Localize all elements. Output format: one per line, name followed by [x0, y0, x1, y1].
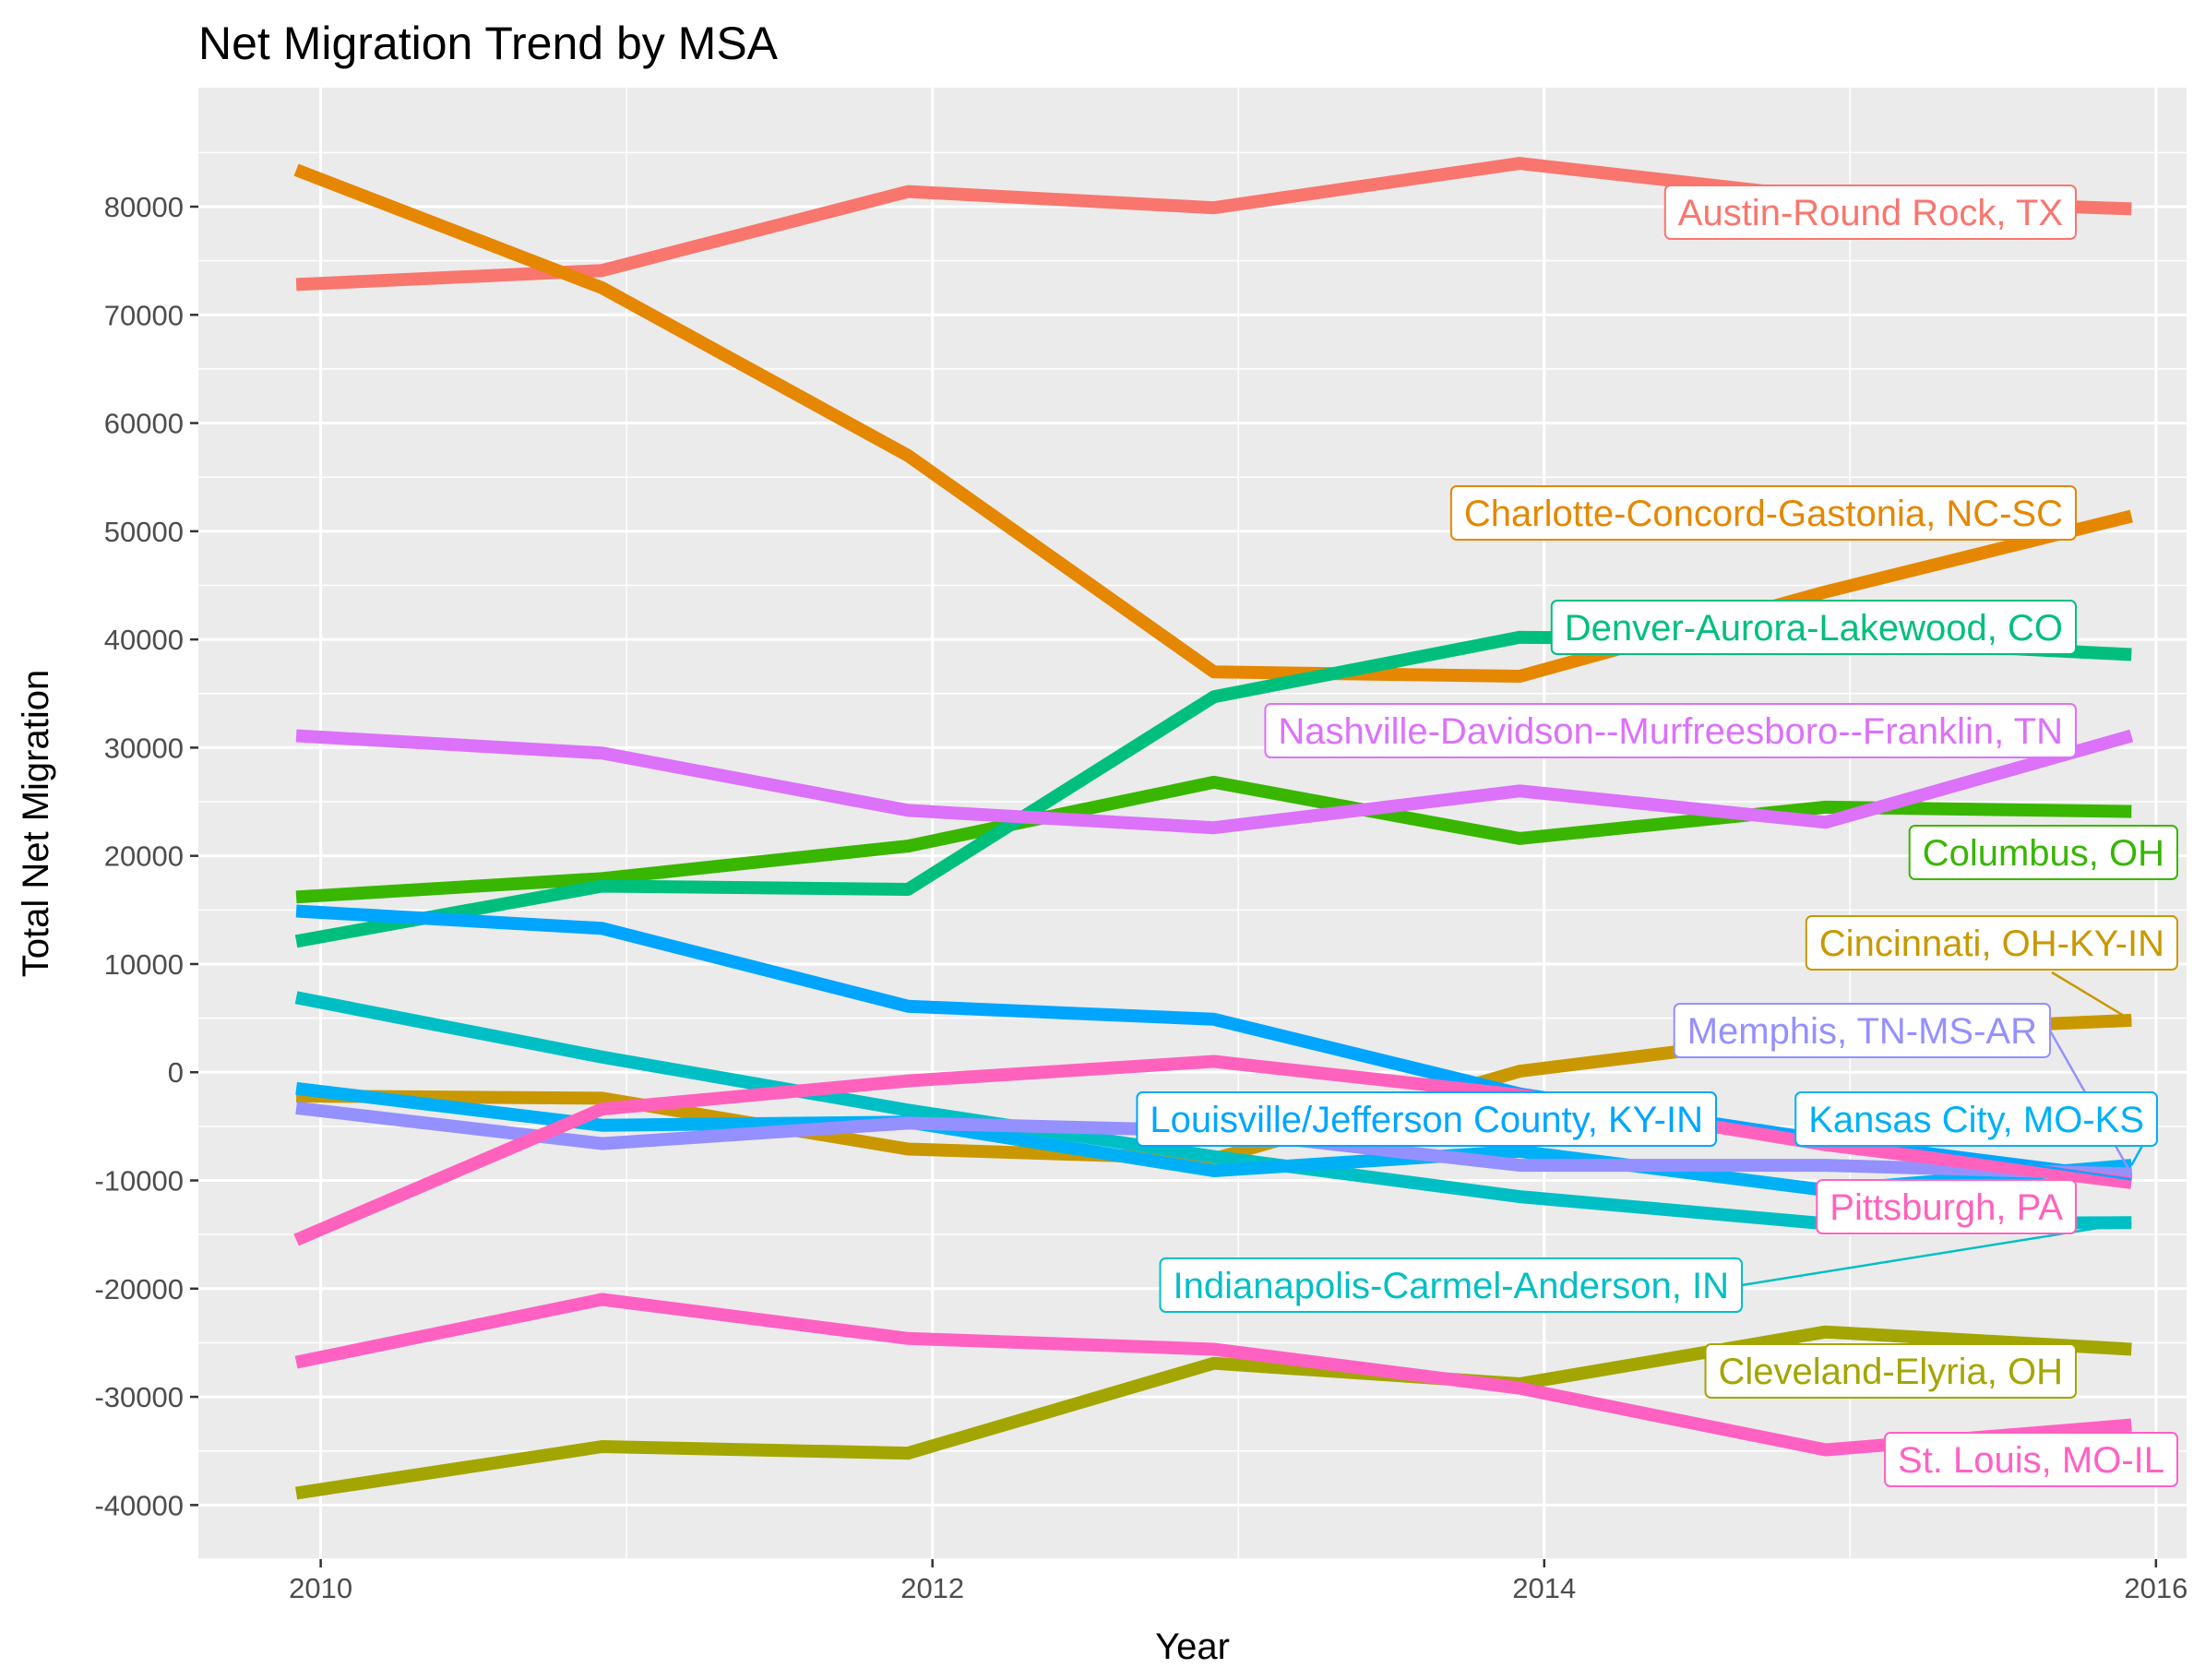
series-label-nashville-davidson-murfreesboro-franklin-tn: Nashville-Davidson--Murfreesboro--Frankl… [1264, 703, 2077, 758]
series-label-box [1816, 1179, 2077, 1234]
series-label-cincinnati-oh-ky-in: Cincinnati, OH-KY-IN [1805, 915, 2178, 971]
series-label-pittsburgh-pa: Pittsburgh, PA [1816, 1179, 2077, 1234]
label-leader-cincinnati-oh-ky-in [2051, 971, 2132, 1022]
y-tick-label: 70000 [104, 299, 184, 331]
series-label-austin-round-rock-tx: Austin-Round Rock, TX [1663, 185, 2077, 240]
series-label-indianapolis-carmel-anderson-in: Indianapolis-Carmel-Anderson, IN [1159, 1257, 1743, 1313]
series-label-box [1805, 915, 2178, 971]
x-tick-label: 2016 [2124, 1572, 2187, 1604]
series-label-text: Nashville-Davidson--Murfreesboro--Frankl… [1278, 711, 2063, 752]
series-label-text: Pittsburgh, PA [1830, 1187, 2063, 1228]
y-tick-label: 80000 [104, 191, 184, 223]
series-label-denver-aurora-lakewood-co: Denver-Aurora-Lakewood, CO [1550, 600, 2077, 655]
series-label-text: Columbus, OH [1923, 833, 2164, 874]
x-axis-title: Year [1155, 1626, 1230, 1667]
series-label-louisville-jefferson-county-ky-in: Louisville/Jefferson County, KY-IN [1136, 1091, 1717, 1147]
y-tick-label: 60000 [104, 408, 184, 440]
series-label-box [1136, 1091, 1717, 1147]
series-label-box [1673, 1003, 2051, 1058]
series-line-columbus-oh [295, 775, 2132, 904]
series-label-charlotte-concord-gastonia-nc-sc: Charlotte-Concord-Gastonia, NC-SC [1449, 485, 2077, 541]
series-label-box [1159, 1257, 1743, 1313]
y-axis-title: Total Net Migration [16, 670, 56, 977]
y-axis: -40000 -30000 -20000 -10000 0 10000 20000 30000… [94, 191, 198, 1521]
y-tick-label: 0 [168, 1056, 184, 1089]
series-label-box [1550, 600, 2077, 655]
series-label-columbus-oh: Columbus, OH [1908, 825, 2178, 880]
series-label-text: Cleveland-Elyria, OH [1719, 1352, 2063, 1392]
y-tick-label: 10000 [104, 948, 184, 981]
series-label-text: Memphis, TN-MS-AR [1687, 1011, 2037, 1052]
series-label-text: Louisville/Jefferson County, KY-IN [1150, 1100, 1703, 1140]
y-tick-label: -40000 [94, 1489, 184, 1521]
series-label-box [1449, 485, 2077, 541]
series-label-text: Kansas City, MO-KS [1808, 1100, 2144, 1140]
chart-title: Net Migration Trend by MSA [198, 18, 779, 69]
y-tick-label: -20000 [94, 1273, 184, 1305]
y-tick-label: -30000 [94, 1381, 184, 1413]
x-tick-label: 2012 [900, 1572, 964, 1604]
series-line-charlotte-concord-gastonia-nc-sc [293, 163, 2133, 683]
series-label-st-louis-mo-il: St. Louis, MO-IL [1884, 1432, 2178, 1487]
series-label-text: Denver-Aurora-Lakewood, CO [1565, 608, 2063, 649]
series-label-box [1704, 1343, 2077, 1399]
x-tick-label: 2014 [1512, 1572, 1576, 1604]
series-label-memphis-tn-ms-ar: Memphis, TN-MS-AR [1673, 1003, 2051, 1058]
series-label-text: Indianapolis-Carmel-Anderson, IN [1174, 1266, 1730, 1306]
series-label-text: St. Louis, MO-IL [1898, 1440, 2164, 1481]
series-line-st-louis-mo-il [294, 1293, 2132, 1457]
y-tick-label: 40000 [104, 624, 184, 656]
series-label-cleveland-elyria-oh: Cleveland-Elyria, OH [1704, 1343, 2077, 1399]
series-label-box [1794, 1091, 2158, 1147]
label-leader-louisville-jefferson-county-ky-in [1715, 1117, 2132, 1181]
series-labels: Austin-Round Rock, TX Charlotte-Concord-G… [1136, 185, 2178, 1487]
y-tick-label: 20000 [104, 840, 184, 873]
series-line-cleveland-elyria-oh [295, 1325, 2132, 1500]
series-label-text: Austin-Round Rock, TX [1678, 193, 2063, 233]
series-label-box [1884, 1432, 2178, 1487]
y-tick-label: -10000 [94, 1165, 184, 1197]
y-tick-label: 30000 [104, 732, 184, 764]
series-label-text: Cincinnati, OH-KY-IN [1819, 923, 2164, 964]
series-line-nashville-davidson-murfreesboro-franklin-tn [295, 729, 2134, 835]
x-tick-label: 2010 [289, 1572, 352, 1604]
y-tick-label: 50000 [104, 516, 184, 548]
series-label-kansas-city-mo-ks: Kansas City, MO-KS [1794, 1091, 2158, 1147]
series-label-box [1908, 825, 2178, 880]
series-label-box [1663, 185, 2077, 240]
x-axis: 2010 2012 2014 2016 [289, 1559, 2187, 1604]
series-label-text: Charlotte-Concord-Gastonia, NC-SC [1464, 494, 2063, 534]
series-label-box [1264, 703, 2077, 758]
